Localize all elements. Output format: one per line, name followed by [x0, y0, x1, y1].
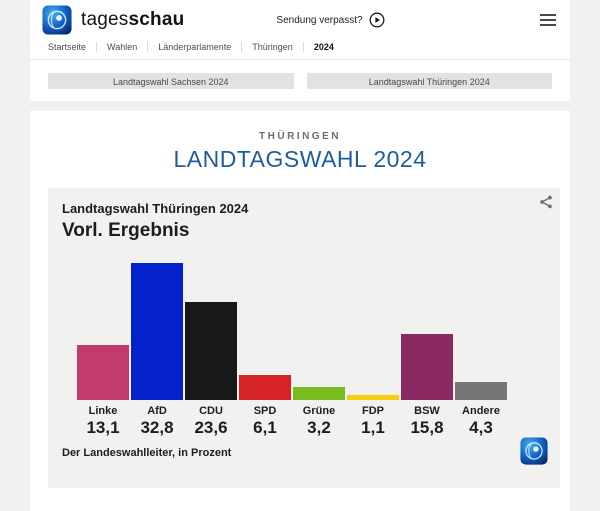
- bar-area: [293, 254, 345, 401]
- party-label: Andere: [462, 405, 500, 418]
- party-label: Grüne: [302, 405, 336, 418]
- party-label: FDP: [362, 405, 384, 418]
- party-value: 32,8: [140, 418, 174, 438]
- party-value: 1,1: [361, 418, 385, 438]
- party-column-afd: AfD 32,8: [131, 254, 183, 438]
- quick-links: Landtagswahl Sachsen 2024 Landtagswahl Th…: [30, 60, 570, 101]
- bar-grüne: [293, 387, 345, 401]
- party-value: 6,1: [253, 418, 277, 438]
- bar-area: [401, 254, 453, 401]
- quick-link-1[interactable]: Landtagswahl Thüringen 2024: [306, 73, 552, 89]
- bar-area: [77, 254, 129, 401]
- brand[interactable]: tagesschau: [42, 5, 184, 35]
- party-value: 15,8: [410, 418, 444, 438]
- breadcrumb-item-startseite[interactable]: Startseite: [42, 42, 98, 52]
- breadcrumb-item-wahlen[interactable]: Wahlen: [97, 42, 149, 52]
- party-label: AfD: [147, 405, 167, 418]
- chart-title: Landtagswahl Thüringen 2024: [62, 201, 249, 217]
- tagesschau-logo-icon: [42, 5, 72, 35]
- brand-wordmark: tagesschau: [81, 9, 185, 30]
- bar-area: [185, 254, 237, 401]
- bar-afd: [131, 263, 183, 401]
- share-icon: [540, 196, 552, 209]
- header-top-row: tagesschau Sendung verpasst?: [30, 0, 570, 40]
- tagesschau-watermark-icon: [520, 437, 548, 465]
- play-icon: [369, 12, 385, 28]
- chart-parties: Linke 13,1 AfD 32,8 CDU 23,6 SPD 6,1 Grüne 3,2 FDP…: [77, 254, 546, 438]
- party-column-cdu: CDU 23,6: [185, 254, 237, 438]
- bar-cdu: [185, 302, 237, 401]
- menu-button[interactable]: [538, 10, 558, 30]
- bar-area: [347, 254, 399, 401]
- breadcrumb-item-2024[interactable]: 2024: [313, 42, 334, 52]
- page-kicker: THÜRINGEN: [259, 131, 341, 142]
- party-value: 4,3: [469, 418, 493, 438]
- party-label: Linke: [88, 405, 118, 418]
- party-column-bsw: BSW 15,8: [401, 254, 453, 438]
- bar-spd: [239, 375, 291, 401]
- bar-area: [239, 254, 291, 401]
- results-chart: Landtagswahl Thüringen 2024 Vorl. Ergebn…: [48, 188, 560, 489]
- bar-andere: [455, 382, 507, 401]
- party-column-spd: SPD 6,1: [239, 254, 291, 438]
- party-label: SPD: [253, 405, 277, 418]
- share-button[interactable]: [537, 193, 555, 216]
- party-label: BSW: [414, 405, 440, 418]
- bar-fdp: [347, 395, 399, 401]
- page-title: LANDTAGSWAHL 2024: [173, 146, 427, 172]
- site-header: tagesschau Sendung verpasst? Startseite W…: [30, 0, 570, 101]
- bar-linke: [77, 345, 129, 401]
- bar-bsw: [401, 334, 453, 401]
- main-content: THÜRINGEN LANDTAGSWAHL 2024 Landtagswahl…: [30, 111, 570, 511]
- chart-subtitle: Vorl. Ergebnis: [62, 220, 190, 242]
- party-column-andere: Andere 4,3: [455, 254, 507, 438]
- page: tagesschau Sendung verpasst? Startseite W…: [30, 0, 570, 511]
- chart-source: Der Landeswahlleiter, in Prozent: [62, 447, 232, 460]
- bar-area: [455, 254, 507, 401]
- party-value: 23,6: [194, 418, 228, 438]
- breadcrumb-item-länderparlamente[interactable]: Länderparlamente: [148, 42, 243, 52]
- sendung-verpasst-label: Sendung verpasst?: [276, 14, 363, 26]
- party-column-linke: Linke 13,1: [77, 254, 129, 438]
- party-column-fdp: FDP 1,1: [347, 254, 399, 438]
- breadcrumb: Startseite Wahlen Länderparlamente Thüringe…: [30, 40, 570, 60]
- bar-area: [131, 254, 183, 401]
- breadcrumb-item-thüringen[interactable]: Thüringen: [242, 42, 304, 52]
- party-label: CDU: [199, 405, 223, 418]
- sendung-verpasst-link[interactable]: Sendung verpasst?: [276, 12, 385, 28]
- party-value: 13,1: [86, 418, 120, 438]
- quick-link-0[interactable]: Landtagswahl Sachsen 2024: [48, 73, 294, 89]
- party-value: 3,2: [307, 418, 331, 438]
- party-column-grüne: Grüne 3,2: [293, 254, 345, 438]
- hamburger-menu-icon: [540, 14, 556, 16]
